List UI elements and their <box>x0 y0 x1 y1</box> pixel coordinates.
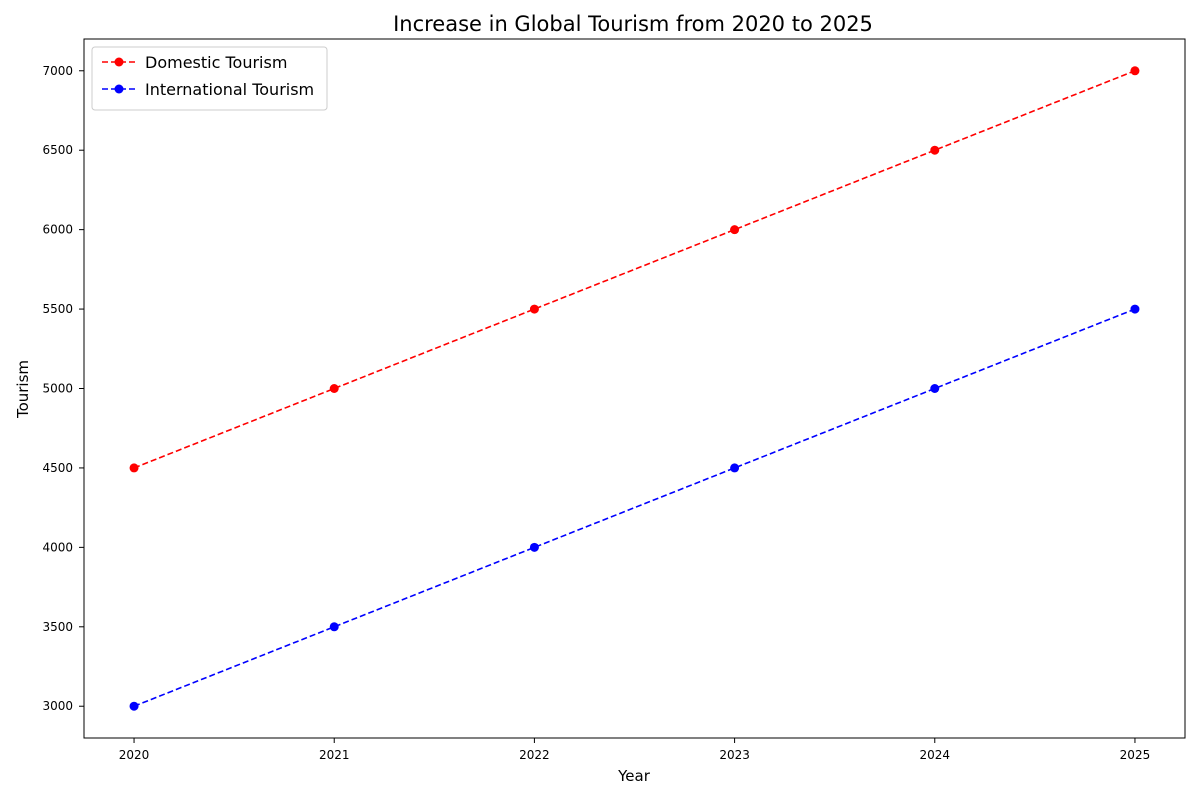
data-point-international-tourism <box>129 701 139 711</box>
x-tick-label: 2024 <box>919 748 950 762</box>
data-point-international-tourism <box>730 463 740 473</box>
x-axis-label: Year <box>617 767 651 785</box>
y-tick-label: 4500 <box>42 461 73 475</box>
data-point-domestic-tourism <box>529 304 539 314</box>
series-international-tourism <box>129 304 1140 711</box>
x-tick-label: 2025 <box>1120 748 1151 762</box>
y-tick-label: 3500 <box>42 620 73 634</box>
data-point-domestic-tourism <box>1130 66 1140 76</box>
series-line-domestic-tourism <box>133 70 1136 469</box>
data-point-international-tourism <box>329 622 339 632</box>
plot-area <box>83 38 1186 739</box>
data-point-international-tourism <box>1130 304 1140 314</box>
legend: Domestic Tourism International Tourism <box>91 46 328 111</box>
y-tick-label: 7000 <box>42 64 73 78</box>
y-axis-label: Tourism <box>14 360 32 419</box>
legend-label: International Tourism <box>145 80 314 99</box>
x-tick-label: 2022 <box>519 748 550 762</box>
x-axis: 2020 2021 2022 2023 2024 2025 <box>119 738 1150 762</box>
y-axis: 3000 3500 4000 4500 5000 5500 6000 6500 7000 <box>42 64 84 713</box>
y-tick-label: 6000 <box>42 223 73 237</box>
legend-marker <box>114 57 124 67</box>
x-tick-label: 2020 <box>119 748 150 762</box>
legend-label: Domestic Tourism <box>145 53 287 72</box>
plot-frame <box>83 38 1186 739</box>
x-tick-label: 2023 <box>719 748 750 762</box>
data-point-international-tourism <box>529 542 539 552</box>
series-line-international-tourism <box>133 308 1136 707</box>
legend-box <box>91 46 328 111</box>
data-point-domestic-tourism <box>930 145 940 155</box>
data-point-international-tourism <box>930 384 940 393</box>
legend-entry-domestic-tourism: Domestic Tourism <box>102 53 287 72</box>
data-point-domestic-tourism <box>730 225 740 235</box>
chart-title: Increase in Global Tourism from 2020 to … <box>393 12 873 36</box>
y-tick-label: 3000 <box>42 699 73 713</box>
y-tick-label: 6500 <box>42 143 73 157</box>
y-tick-label: 4000 <box>42 540 73 554</box>
series-layer <box>129 66 1140 711</box>
data-point-domestic-tourism <box>129 463 139 473</box>
series-domestic-tourism <box>129 66 1140 473</box>
legend-marker <box>114 84 124 94</box>
y-tick-label: 5500 <box>42 302 73 316</box>
data-point-domestic-tourism <box>329 384 339 393</box>
y-tick-label: 5000 <box>42 382 73 396</box>
x-tick-label: 2021 <box>319 748 350 762</box>
legend-entry-international-tourism: International Tourism <box>102 80 314 99</box>
